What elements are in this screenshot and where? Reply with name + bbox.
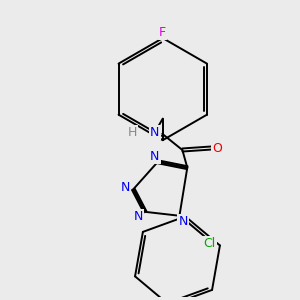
Text: N: N [121, 181, 130, 194]
Text: N: N [150, 126, 160, 139]
Text: N: N [150, 150, 160, 163]
Text: N: N [134, 210, 143, 223]
Text: O: O [212, 142, 222, 154]
Text: F: F [159, 26, 166, 39]
Text: H: H [128, 126, 137, 139]
Text: Cl: Cl [203, 237, 216, 250]
Text: N: N [178, 215, 188, 228]
